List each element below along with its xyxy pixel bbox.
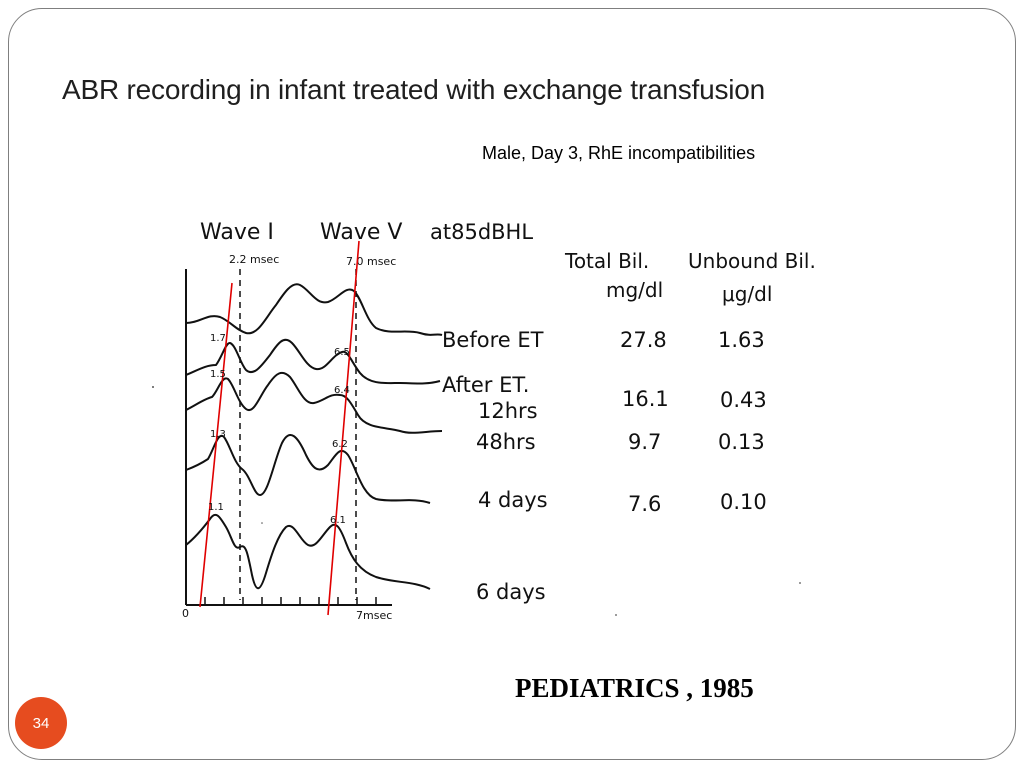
stimulus-level-label: at85dBHL	[430, 220, 533, 244]
trace-48hrs	[185, 434, 431, 504]
total-bil-value: 27.8	[620, 328, 667, 352]
citation: PEDIATRICS , 1985	[515, 673, 754, 703]
trace-12hrs	[185, 371, 443, 434]
wave-v-mark: 6.4	[334, 385, 350, 396]
wave-i-label: Wave I	[200, 220, 274, 245]
page-number-badge: 34	[15, 697, 67, 749]
unbound-bil-value: 1.63	[718, 328, 765, 352]
total-bil-value: 16.1	[622, 387, 669, 411]
wave-i-mark: 1.5	[210, 369, 226, 380]
total-bil-header: Total Bil.	[564, 249, 649, 273]
slide-title: ABR recording in infant treated with exc…	[62, 74, 766, 105]
wave-v-mark: 6.1	[330, 515, 346, 526]
row-label-48hrs: 48hrs	[476, 430, 536, 454]
unbound-bil-header: Unbound Bil.	[688, 249, 816, 273]
total-bil-value: 7.6	[628, 492, 661, 516]
wave-v-label: Wave V	[320, 220, 402, 245]
abr-figure: Wave I Wave V at85dBHL 2.2 msec 7.0 msec…	[152, 220, 816, 622]
row-label-4days: 4 days	[478, 488, 548, 512]
trace-before-et	[185, 283, 443, 336]
row-label-6days: 6 days	[476, 580, 546, 604]
scan-specks	[152, 386, 801, 616]
row-label-12hrs: 12hrs	[478, 399, 538, 423]
wave-i-latency-label: 2.2 msec	[229, 253, 279, 266]
slide-frame	[8, 8, 1016, 760]
wave-v-mark: 6.2	[332, 439, 348, 450]
row-label-before-et: Before ET	[442, 328, 544, 352]
trace-4days	[185, 513, 431, 590]
page-number: 34	[32, 714, 50, 732]
unbound-bil-value: 0.43	[720, 388, 767, 412]
total-bil-value: 9.7	[628, 430, 661, 454]
wave-v-latency-label: 7.0 msec	[346, 255, 396, 268]
wave-i-mark: 1.1	[208, 502, 224, 513]
total-bil-unit: mg/dl	[606, 278, 663, 302]
wave-v-mark: 6.5	[334, 347, 350, 358]
wave-i-mark: 1.3	[210, 429, 226, 440]
x-axis-start-label: 0	[182, 607, 189, 620]
wave-i-trend-line	[199, 282, 233, 608]
unbound-bil-unit: μg/dl	[722, 282, 772, 306]
wave-v-trend-line	[327, 240, 360, 616]
slide-subtitle: Male, Day 3, RhE incompatibilities	[482, 143, 756, 163]
x-axis-ticks	[204, 597, 377, 605]
unbound-bil-value: 0.10	[720, 490, 767, 514]
x-axis-end-label: 7msec	[356, 609, 392, 622]
row-label-after-et: After ET.	[442, 373, 529, 397]
unbound-bil-value: 0.13	[718, 430, 765, 454]
wave-i-mark: 1.7	[210, 333, 226, 344]
